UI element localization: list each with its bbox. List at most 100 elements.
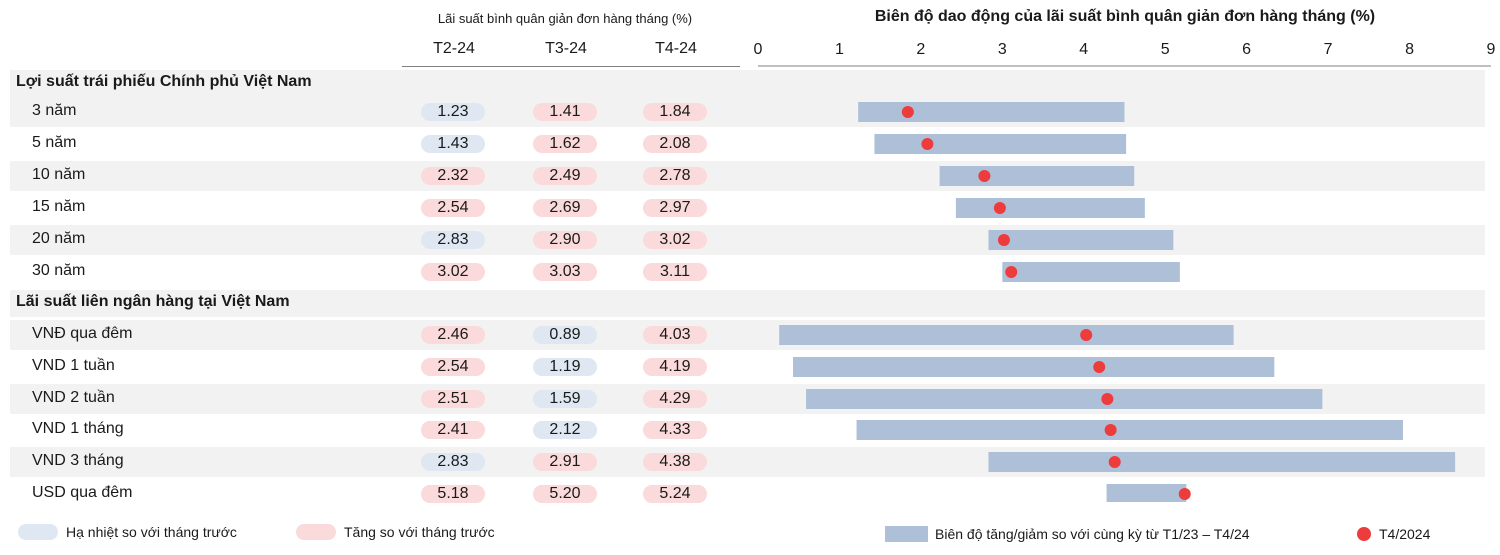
marker-point bbox=[1178, 488, 1191, 500]
range-bar bbox=[874, 134, 1127, 154]
legend-range-swatch bbox=[885, 526, 928, 542]
marker-point bbox=[921, 138, 934, 150]
marker-point bbox=[1101, 393, 1114, 405]
x-tick-label: 5 bbox=[1161, 41, 1170, 58]
value-pill: 4.03 bbox=[643, 326, 707, 344]
marker-point bbox=[978, 170, 991, 182]
value-pill: 2.51 bbox=[421, 390, 485, 408]
row-label: USD qua đêm bbox=[32, 484, 133, 501]
month-header: T2-24 bbox=[433, 40, 475, 57]
section-band bbox=[10, 290, 1485, 317]
section-title: Lãi suất liên ngân hàng tại Việt Nam bbox=[16, 293, 290, 310]
value-pill: 2.54 bbox=[421, 199, 485, 217]
range-bar bbox=[939, 166, 1135, 186]
marker-point bbox=[1080, 329, 1093, 341]
x-tick-label: 9 bbox=[1487, 41, 1495, 58]
row-label: 30 năm bbox=[32, 262, 86, 279]
value-pill: 3.02 bbox=[643, 231, 707, 249]
value-pill: 1.23 bbox=[421, 103, 485, 121]
row-label: 3 năm bbox=[32, 102, 77, 119]
range-bar bbox=[779, 325, 1234, 345]
range-bar bbox=[793, 357, 1275, 377]
value-pill: 2.08 bbox=[643, 135, 707, 153]
row-label: VND 2 tuần bbox=[32, 389, 115, 406]
legend-range-label: Biên độ tăng/giảm so với cùng kỳ từ T1/2… bbox=[935, 526, 1250, 542]
x-tick-label: 3 bbox=[998, 41, 1007, 58]
value-pill: 2.69 bbox=[533, 199, 597, 217]
legend-up-swatch bbox=[296, 524, 336, 540]
value-pill: 1.19 bbox=[533, 358, 597, 376]
x-tick-label: 1 bbox=[835, 41, 844, 58]
range-bar bbox=[858, 102, 1125, 122]
legend-down-swatch bbox=[18, 524, 58, 540]
marker-point bbox=[901, 106, 914, 118]
row-label: 15 năm bbox=[32, 198, 86, 215]
range-bar bbox=[1106, 484, 1187, 502]
x-tick-label: 0 bbox=[754, 41, 763, 58]
row-label: VND 3 tháng bbox=[32, 452, 124, 469]
section-title: Lợi suất trái phiếu Chính phủ Việt Nam bbox=[16, 73, 312, 90]
legend-marker-label: T4/2024 bbox=[1379, 526, 1431, 542]
row-band bbox=[10, 320, 1485, 350]
value-pill: 3.11 bbox=[643, 263, 707, 281]
value-pill: 5.20 bbox=[533, 485, 597, 503]
value-pill: 2.97 bbox=[643, 199, 707, 217]
header-divider bbox=[402, 66, 740, 67]
value-pill: 1.62 bbox=[533, 135, 597, 153]
value-pill: 2.91 bbox=[533, 453, 597, 471]
row-label: 20 năm bbox=[32, 230, 86, 247]
range-bar bbox=[955, 198, 1145, 218]
value-pill: 2.46 bbox=[421, 326, 485, 344]
row-label: VND 1 tuần bbox=[32, 357, 115, 374]
value-pill: 4.38 bbox=[643, 453, 707, 471]
range-chart: 0 1 2 3 4 5 6 7 8 9 bbox=[754, 41, 1495, 502]
marker-point bbox=[1005, 266, 1018, 278]
range-bar bbox=[806, 389, 1323, 409]
legend-up-label: Tăng so với tháng trước bbox=[344, 524, 495, 540]
legend-marker-swatch bbox=[1357, 527, 1371, 541]
value-pill: 1.43 bbox=[421, 135, 485, 153]
x-tick-label: 2 bbox=[916, 41, 925, 58]
row-band bbox=[10, 97, 1485, 127]
value-pill: 3.03 bbox=[533, 263, 597, 281]
value-pill: 2.54 bbox=[421, 358, 485, 376]
range-bar bbox=[988, 230, 1174, 250]
marker-point bbox=[1108, 456, 1121, 468]
value-pill: 0.89 bbox=[533, 326, 597, 344]
chart-title: Biên độ dao động của lãi suất bình quân … bbox=[874, 8, 1376, 25]
value-pill: 2.78 bbox=[643, 167, 707, 185]
month-header: T3-24 bbox=[545, 40, 587, 57]
value-pill: 2.49 bbox=[533, 167, 597, 185]
value-pill: 2.90 bbox=[533, 231, 597, 249]
value-pill: 4.33 bbox=[643, 421, 707, 439]
x-tick-label: 8 bbox=[1405, 41, 1414, 58]
value-pill: 5.24 bbox=[643, 485, 707, 503]
range-bar bbox=[856, 420, 1404, 440]
marker-point bbox=[1093, 361, 1106, 373]
value-pill: 2.32 bbox=[421, 167, 485, 185]
value-pill: 2.83 bbox=[421, 453, 485, 471]
value-pill: 1.41 bbox=[533, 103, 597, 121]
value-pill: 2.83 bbox=[421, 231, 485, 249]
value-pill: 1.59 bbox=[533, 390, 597, 408]
legend-down-label: Hạ nhiệt so với tháng trước bbox=[66, 524, 237, 540]
x-tick-label: 4 bbox=[1079, 41, 1088, 58]
value-pill: 3.02 bbox=[421, 263, 485, 281]
value-pill: 4.19 bbox=[643, 358, 707, 376]
section-band bbox=[10, 70, 1485, 97]
range-bar bbox=[1002, 262, 1180, 282]
marker-point bbox=[997, 234, 1010, 246]
x-tick-label: 6 bbox=[1242, 41, 1251, 58]
value-pill: 2.12 bbox=[533, 421, 597, 439]
month-header: T4-24 bbox=[655, 40, 697, 57]
row-label: 10 năm bbox=[32, 166, 86, 183]
value-pill: 5.18 bbox=[421, 485, 485, 503]
table-header-title: Lãi suất bình quân giản đơn hàng tháng (… bbox=[437, 11, 693, 26]
value-pill: 4.29 bbox=[643, 390, 707, 408]
marker-point bbox=[993, 202, 1006, 214]
row-band bbox=[10, 225, 1485, 255]
x-tick-label: 7 bbox=[1324, 41, 1333, 58]
row-label: VNĐ qua đêm bbox=[32, 325, 133, 342]
marker-point bbox=[1104, 424, 1117, 436]
row-label: VND 1 tháng bbox=[32, 420, 124, 437]
